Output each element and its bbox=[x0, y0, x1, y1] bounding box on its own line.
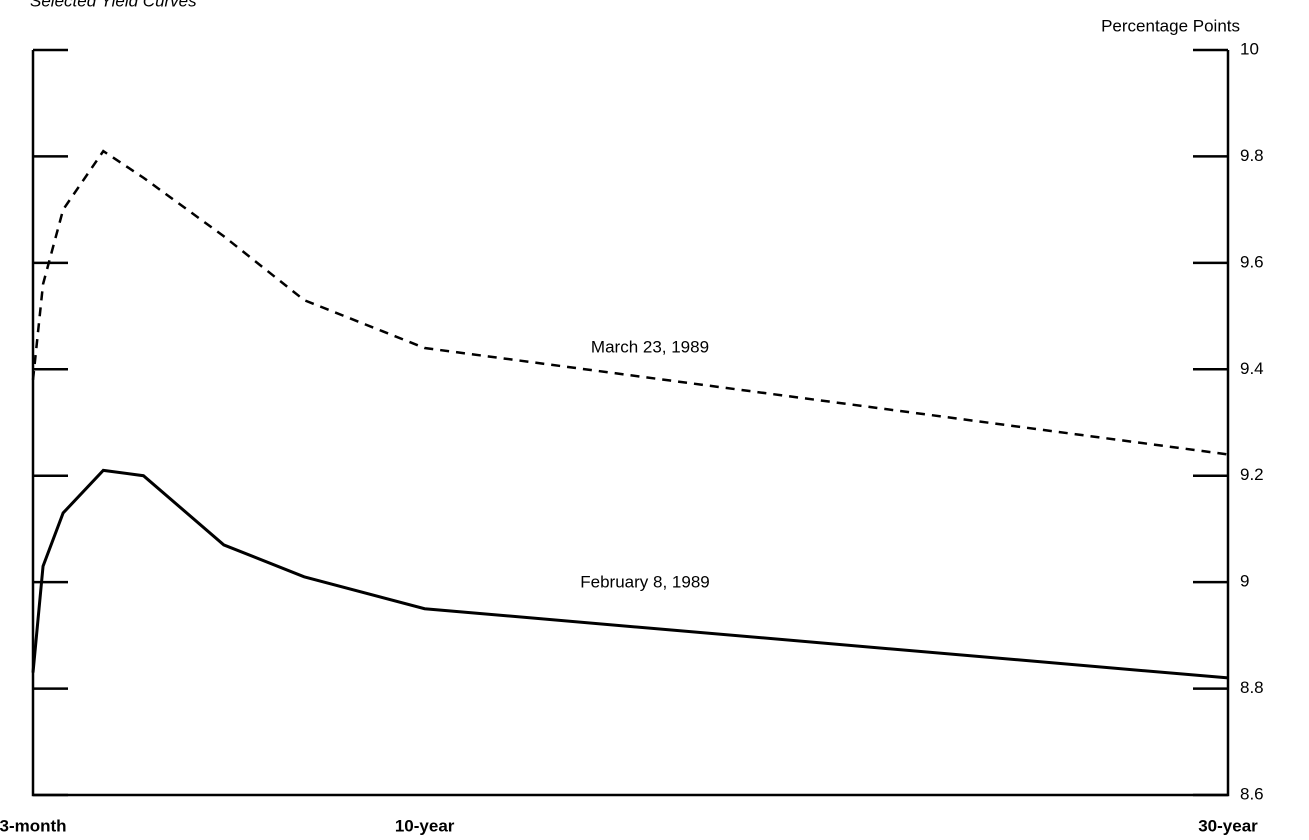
x-tick-label: 30-year bbox=[1198, 816, 1258, 835]
series-line bbox=[31, 149, 1229, 456]
x-tick-label: 10-year bbox=[395, 816, 455, 835]
x-tick-label: 3-month bbox=[0, 816, 67, 835]
y-tick-label: 8.6 bbox=[1240, 784, 1264, 803]
chart-title: Selected Yield Curves bbox=[30, 0, 197, 10]
y-tick-label: 9 bbox=[1240, 572, 1249, 591]
series-label: February 8, 1989 bbox=[580, 572, 709, 591]
y-axis-label: Percentage Points bbox=[1101, 16, 1240, 35]
axis-frame bbox=[31, 50, 1230, 797]
y-tick-label: 9.6 bbox=[1240, 252, 1264, 271]
y-tick-label: 10 bbox=[1240, 39, 1259, 58]
series-label: March 23, 1989 bbox=[591, 337, 709, 356]
y-tick-label: 9.8 bbox=[1240, 146, 1264, 165]
y-tick-label: 9.4 bbox=[1240, 359, 1264, 378]
y-tick-label: 9.2 bbox=[1240, 465, 1264, 484]
y-tick-label: 8.8 bbox=[1240, 678, 1264, 697]
series-line bbox=[31, 468, 1229, 680]
